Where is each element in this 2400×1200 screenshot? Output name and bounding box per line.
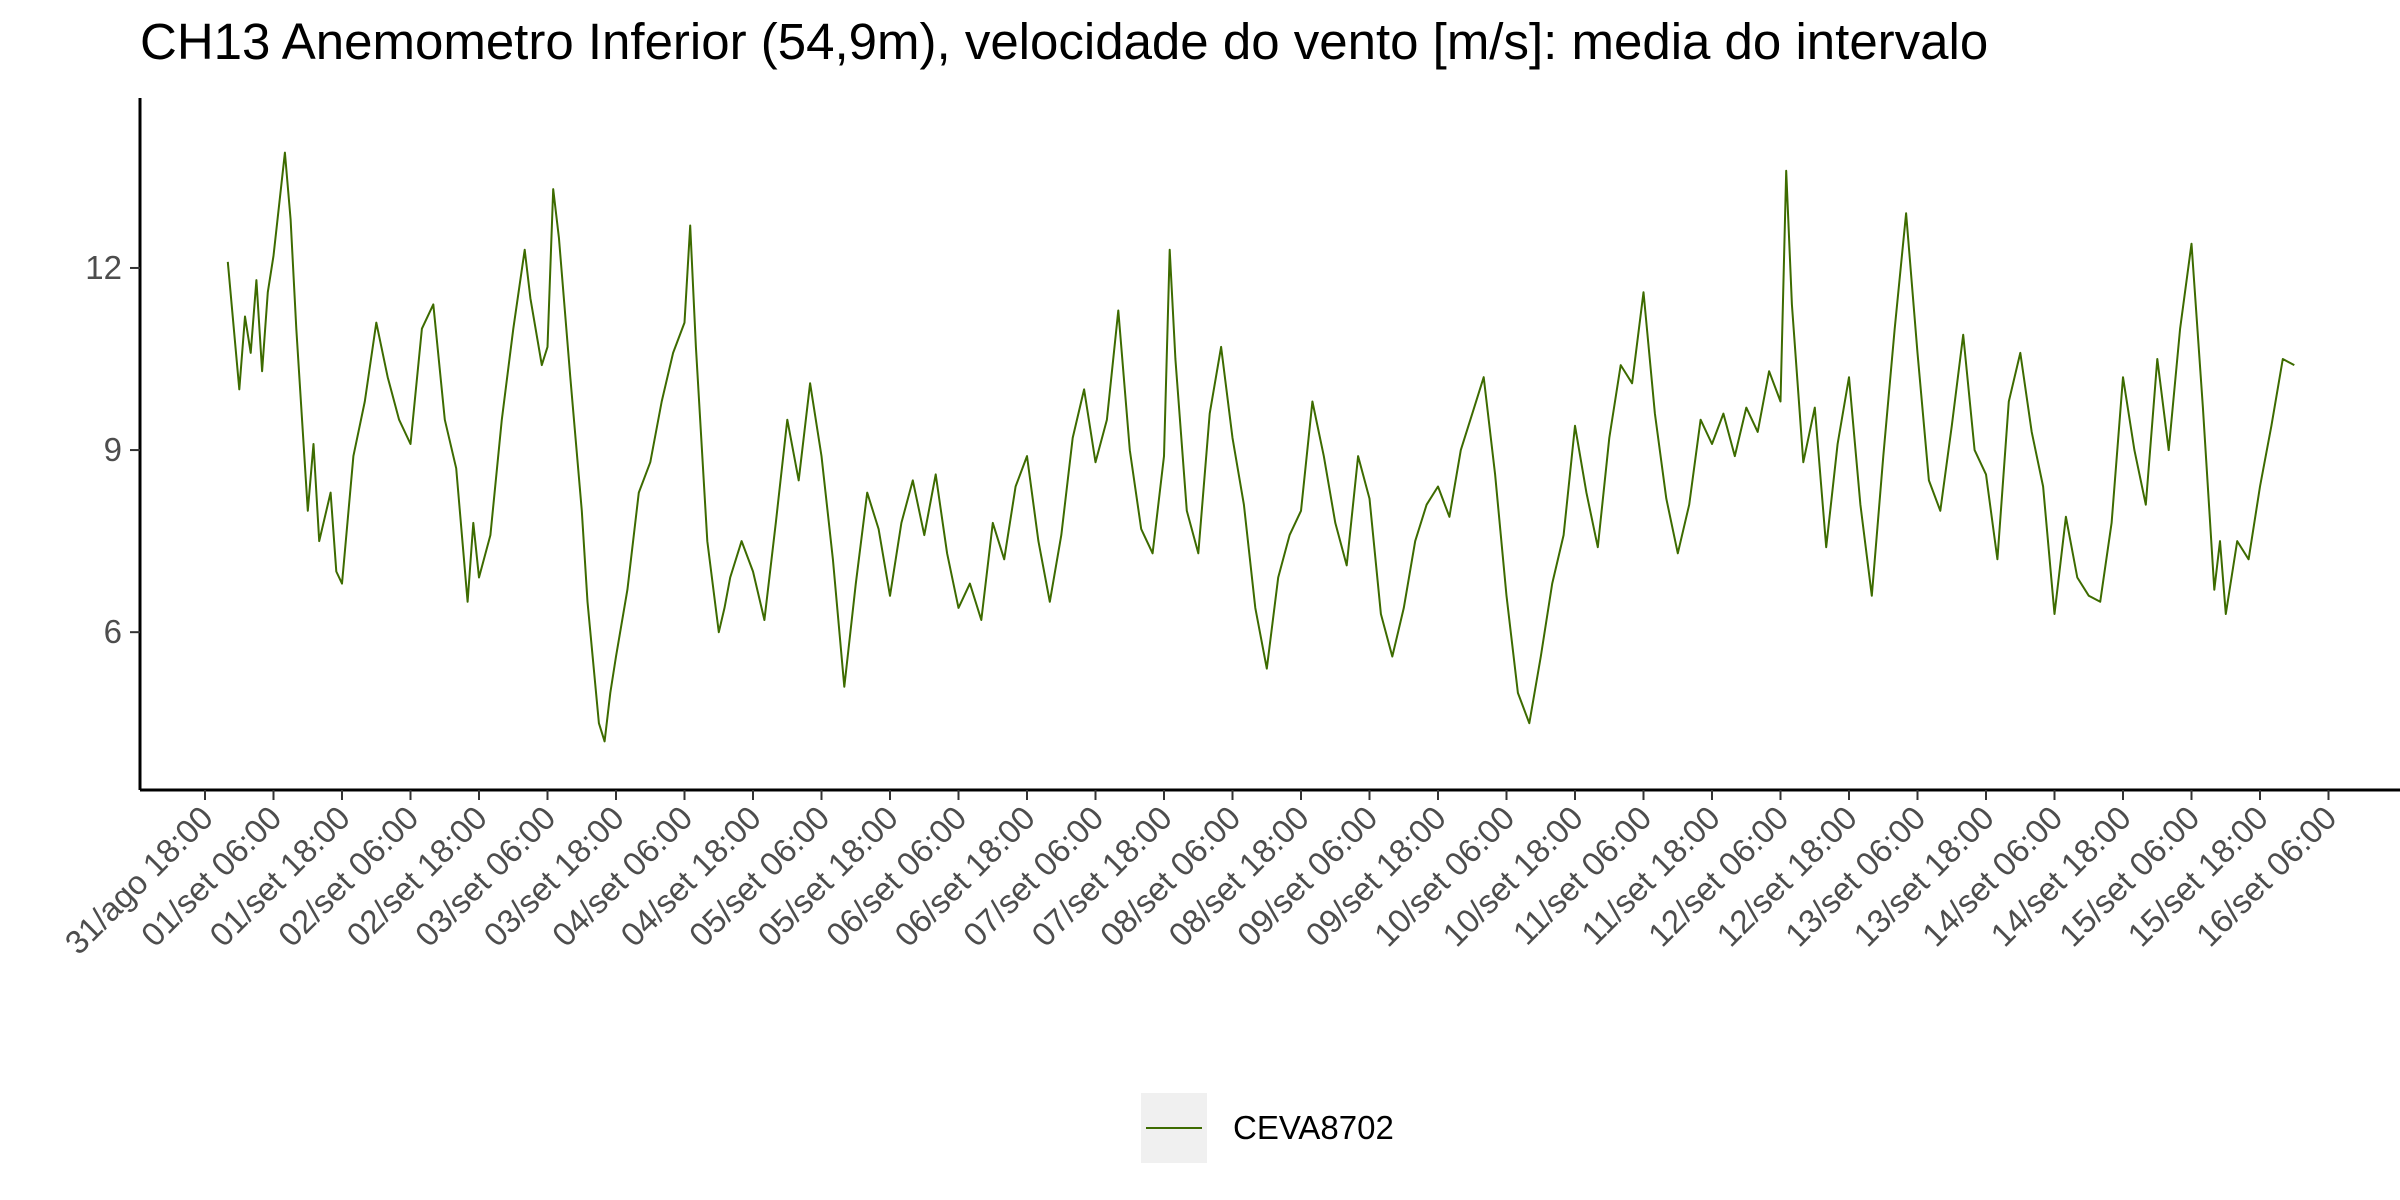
legend-key-line: [1146, 1127, 1202, 1129]
series-line-ceva8702: [226, 151, 2295, 743]
legend-label: CEVA8702: [1233, 1109, 1394, 1146]
legend-key: [1141, 1093, 1207, 1163]
y-tick-label: 12: [85, 249, 122, 286]
series-line-group: [226, 151, 2295, 743]
legend: CEVA8702: [1141, 1093, 1394, 1163]
chart-title: CH13 Anemometro Inferior (54,9m), veloci…: [140, 13, 1989, 70]
y-axis-ticks: 6 9 12: [85, 249, 140, 650]
y-tick-label: 9: [104, 431, 122, 468]
y-tick-label: 6: [104, 613, 122, 650]
